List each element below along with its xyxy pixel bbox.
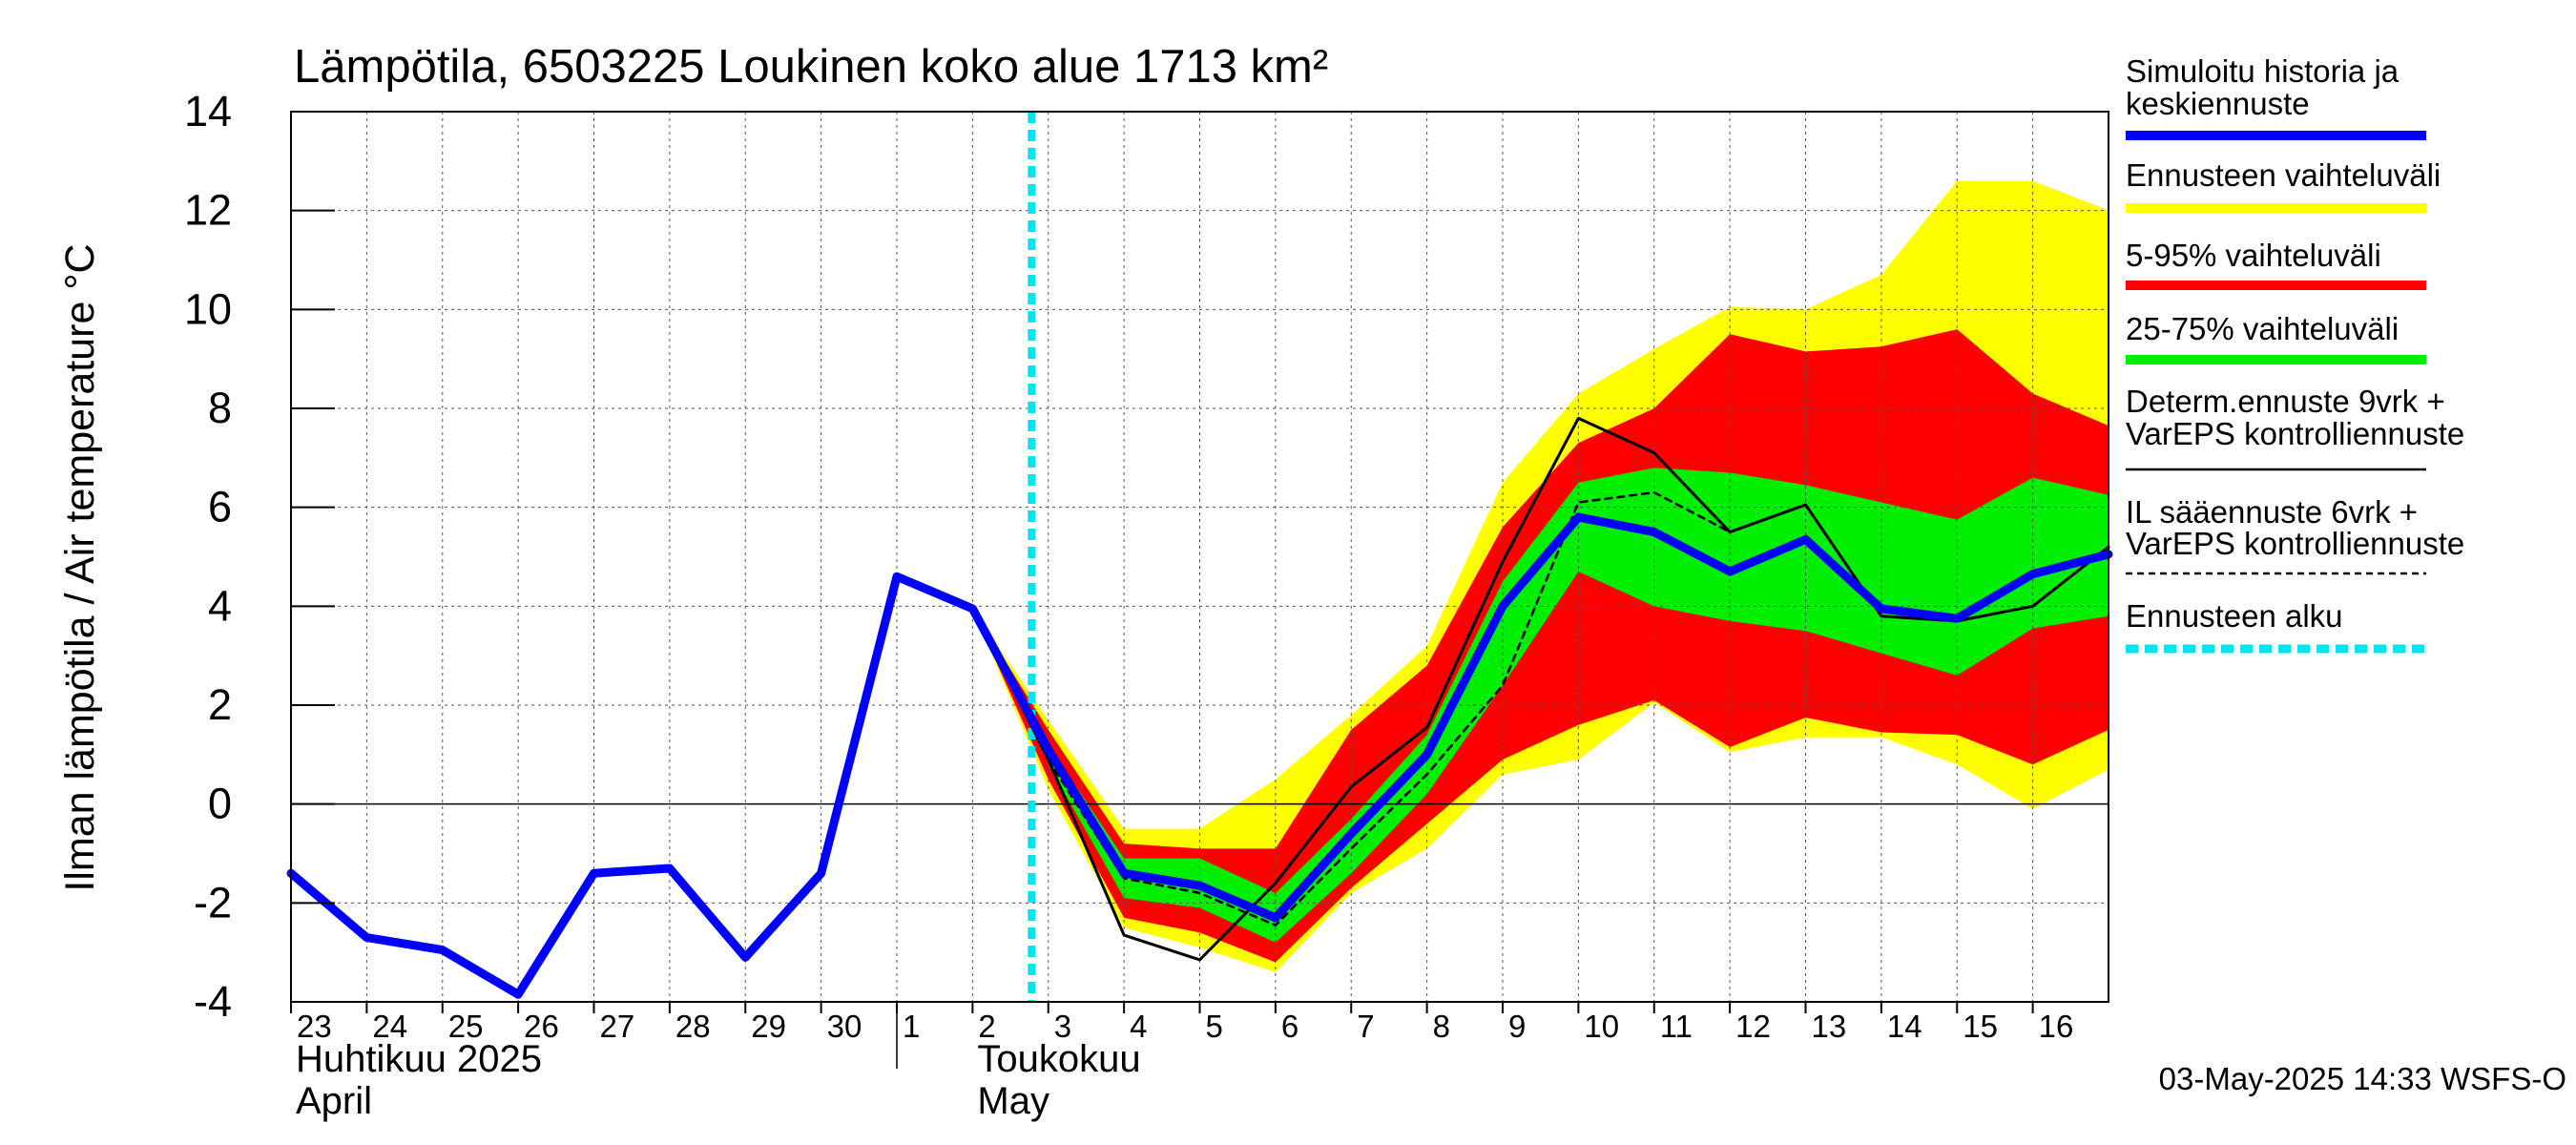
x-tick-label: 25 [448,1009,484,1044]
x-tick-label: 26 [524,1009,559,1044]
x-tick-label: 5 [1206,1009,1223,1044]
x-tick-label: 6 [1281,1009,1298,1044]
x-tick-label: 23 [297,1009,332,1044]
timestamp: 03-May-2025 14:33 WSFS-O [2159,1061,2566,1096]
series-il_forecast [1047,490,1732,926]
x-tick-label: 7 [1357,1009,1374,1044]
x-tick-label: 30 [827,1009,862,1044]
x-tick-label: 11 [1660,1009,1693,1044]
y-tick-label: -2 [194,878,232,926]
x-tick-label: 2 [978,1009,995,1044]
grid [291,112,2109,1002]
legend-label: VarEPS kontrolliennuste [2126,416,2464,451]
series-simulated [286,512,2113,999]
x-tick-label: 8 [1433,1009,1450,1044]
x-tick-label: 12 [1735,1009,1771,1044]
band-p5_95 [972,329,2109,963]
x-tick-label: 28 [675,1009,711,1044]
x-tick-label: 15 [1963,1009,1998,1044]
legend-label: 25-75% vaihteluväli [2126,311,2399,346]
y-tick-label: 6 [208,483,232,531]
x-tick-label: 9 [1508,1009,1526,1044]
series-deterministic [895,416,2110,962]
x-tick-label: 24 [372,1009,407,1044]
legend-label: Determ.ennuste 9vrk + [2126,384,2445,419]
x-tick-label: 4 [1130,1009,1147,1044]
x-tick-label: 1 [903,1009,920,1044]
x-tick-label: 10 [1584,1009,1619,1044]
month-label: Toukokuu [977,1038,1140,1080]
chart-title: Lämpötila, 6503225 Loukinen koko alue 17… [294,41,1328,93]
y-tick-label: 0 [208,780,232,828]
x-tick-label: 16 [2039,1009,2074,1044]
y-tick-label: 8 [208,384,232,432]
x-tick-label: 29 [751,1009,786,1044]
y-tick-label: 4 [208,581,232,630]
y-tick-label: 14 [184,87,232,135]
x-tick-label: 13 [1812,1009,1847,1044]
y-tick-label: 10 [184,284,232,333]
legend-label: Ennusteen vaihteluväli [2126,157,2441,193]
band-p25_75 [1048,468,2109,943]
x-tick-label: 14 [1887,1009,1922,1044]
x-tick-label: 3 [1054,1009,1071,1044]
legend-label: Ennusteen alku [2126,598,2343,634]
legend-label: IL sääennuste 6vrk + [2126,494,2418,530]
legend-label: VarEPS kontrolliennuste [2126,526,2464,561]
y-axis-label: Ilman lämpötila / Air temperature °C [57,243,103,891]
y-tick-label: -4 [194,977,232,1026]
month-label-en: April [296,1080,372,1122]
legend-label: Simuloitu historia ja [2126,53,2399,89]
legend-label: keskiennuste [2126,86,2310,121]
y-tick-label: 2 [208,680,232,729]
x-tick-label: 27 [600,1009,635,1044]
month-label: Huhtikuu 2025 [296,1038,542,1080]
y-tick-label: 12 [184,186,232,235]
month-label-en: May [977,1080,1049,1122]
legend-label: 5-95% vaihteluväli [2126,238,2381,273]
forecast-bands [972,180,2109,972]
series-lines [286,112,2113,1002]
